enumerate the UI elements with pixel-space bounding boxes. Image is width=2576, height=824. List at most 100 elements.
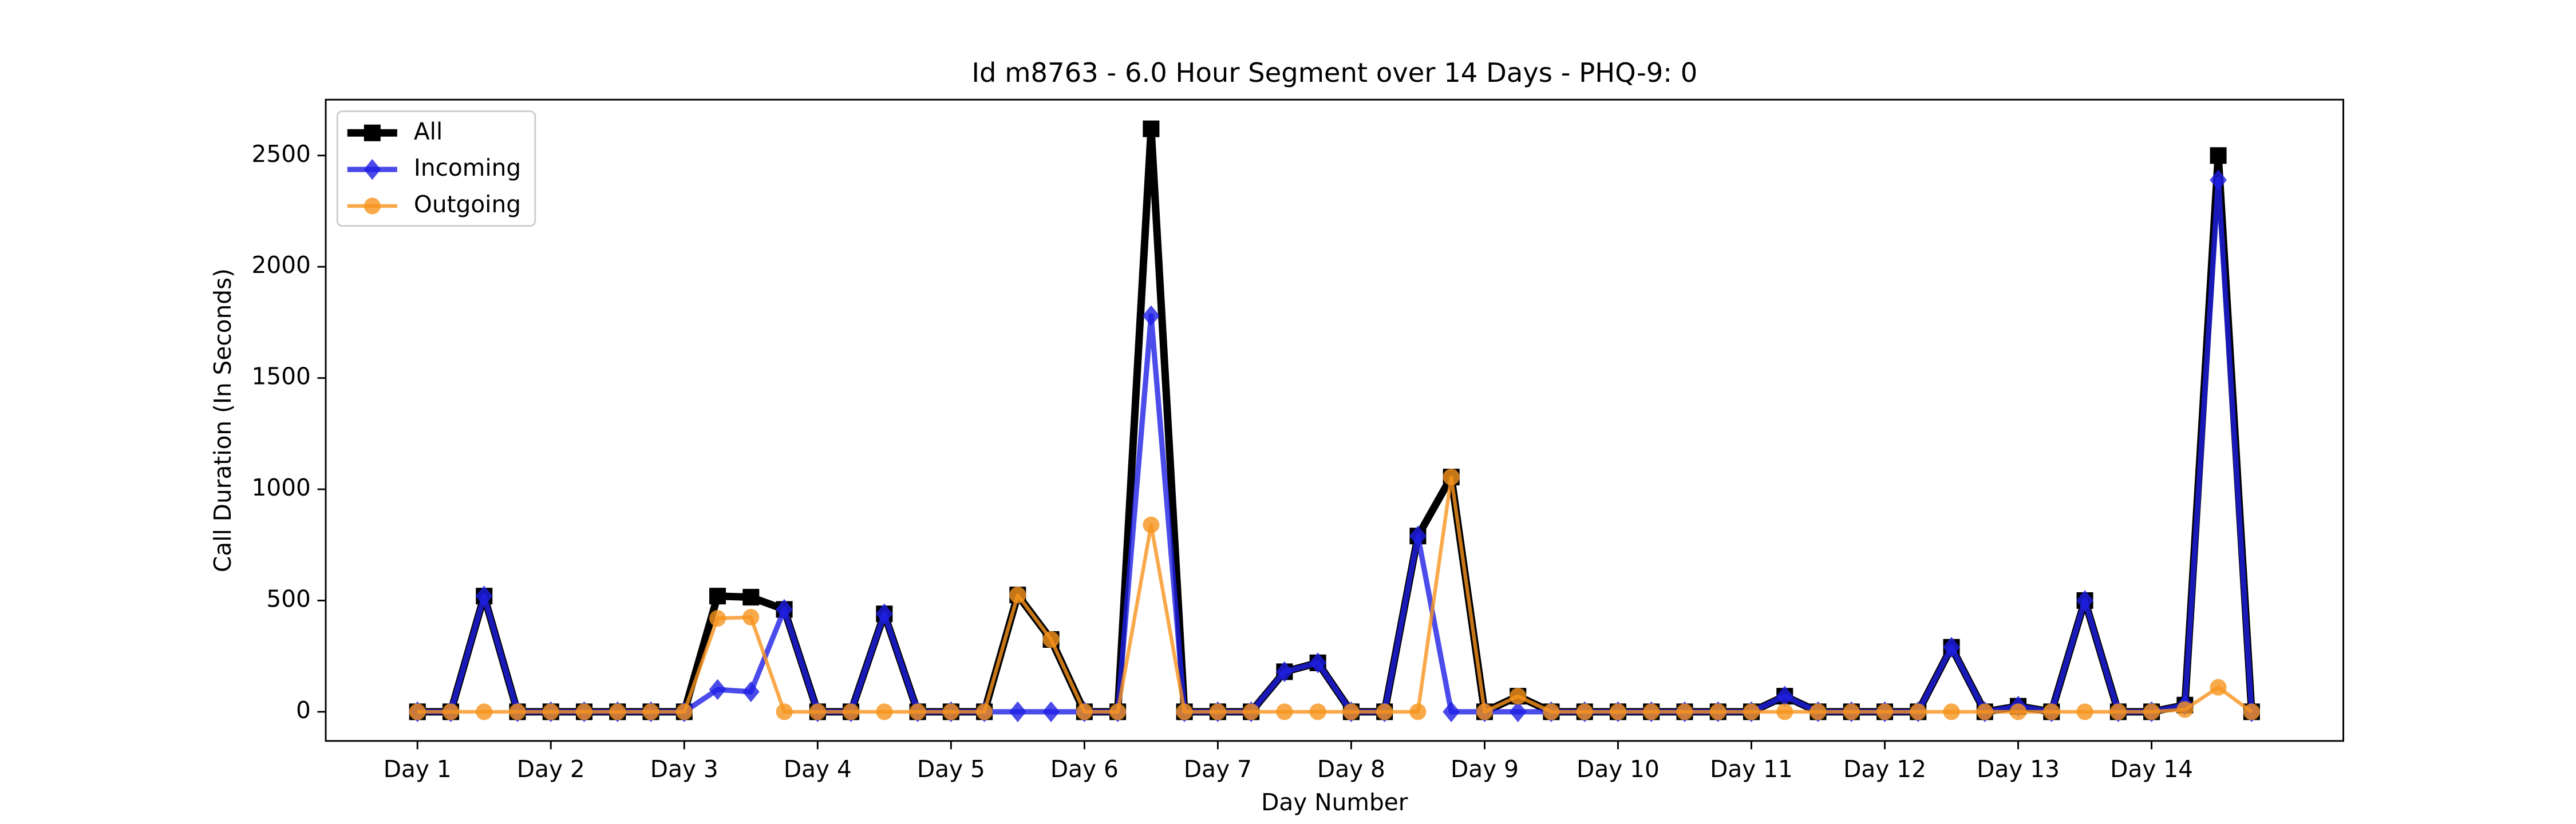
marker: [2210, 147, 2227, 164]
marker: [2109, 703, 2127, 720]
marker: [1176, 703, 1193, 720]
marker: [1309, 703, 1326, 720]
legend-label: Outgoing: [414, 191, 521, 218]
marker: [876, 703, 893, 720]
marker: [809, 703, 826, 720]
marker: [442, 703, 460, 720]
marker: [742, 589, 760, 606]
marker: [1443, 701, 1460, 723]
marker: [1009, 701, 1026, 723]
marker: [1275, 661, 1293, 683]
x-tick-label: Day 4: [784, 755, 852, 783]
marker: [576, 703, 593, 720]
marker: [709, 610, 726, 627]
marker: [1276, 703, 1293, 720]
legend-label: All: [414, 117, 442, 145]
y-axis-label: Call Duration (In Seconds): [209, 268, 236, 572]
x-tick-label: Day 6: [1050, 755, 1119, 783]
legend-label: Incoming: [414, 154, 521, 181]
marker: [1076, 703, 1093, 720]
marker: [1409, 703, 1427, 720]
y-tick-label: 2000: [252, 251, 311, 279]
marker: [976, 703, 993, 720]
marker: [2176, 701, 2194, 718]
marker: [843, 703, 860, 720]
x-tick-label: Day 5: [917, 755, 985, 783]
marker: [1609, 703, 1626, 720]
x-tick-label: Day 8: [1317, 755, 1385, 783]
marker: [1876, 703, 1894, 720]
marker: [942, 703, 959, 720]
marker: [2010, 703, 2027, 720]
marker: [875, 603, 893, 625]
marker: [364, 159, 381, 180]
marker: [2143, 703, 2160, 720]
x-tick-label: Day 7: [1184, 755, 1252, 783]
marker: [364, 197, 381, 215]
chart-title: Id m8763 - 6.0 Hour Segment over 14 Days…: [971, 57, 1697, 88]
marker: [1476, 703, 1493, 720]
marker: [409, 703, 426, 720]
x-tick-label: Day 14: [2110, 755, 2193, 783]
legend-box: [336, 110, 536, 227]
marker: [2243, 703, 2260, 720]
marker: [709, 679, 726, 700]
marker: [1743, 703, 1760, 720]
marker: [1042, 631, 1060, 648]
marker: [1143, 516, 1160, 533]
marker: [1809, 703, 1827, 720]
marker: [1576, 703, 1593, 720]
marker: [776, 703, 793, 720]
marker: [776, 599, 793, 620]
y-tick-label: 0: [296, 696, 311, 724]
marker: [1376, 703, 1393, 720]
marker: [1943, 636, 1960, 658]
marker: [1543, 703, 1560, 720]
y-tick-label: 1500: [252, 363, 311, 390]
marker: [709, 588, 726, 605]
marker: [476, 703, 493, 720]
marker: [1776, 703, 1793, 720]
marker: [2210, 169, 2227, 191]
y-tick-label: 500: [266, 585, 311, 612]
x-tick-label: Day 1: [384, 755, 452, 783]
marker: [2076, 590, 2094, 611]
x-tick-label: Day 10: [1577, 755, 1660, 783]
x-tick-label: Day 2: [517, 755, 585, 783]
marker: [475, 585, 493, 607]
marker: [1910, 703, 1927, 720]
marker: [2076, 703, 2093, 720]
marker: [2210, 679, 2227, 696]
y-tick-label: 1000: [252, 474, 311, 501]
marker: [1643, 703, 1660, 720]
marker: [1709, 703, 1726, 720]
marker: [642, 703, 659, 720]
x-tick-label: Day 11: [1710, 755, 1793, 783]
y-tick-label: 2500: [252, 140, 311, 168]
marker: [364, 124, 381, 141]
x-tick-label: Day 9: [1451, 755, 1519, 783]
marker: [1976, 703, 1993, 720]
marker: [1109, 703, 1127, 720]
marker: [1243, 703, 1260, 720]
x-tick-label: Day 12: [1843, 755, 1926, 783]
marker: [742, 609, 760, 626]
x-axis-label: Day Number: [1261, 789, 1408, 816]
marker: [542, 703, 559, 720]
marker: [1143, 120, 1160, 137]
plot-frame: [325, 98, 2344, 742]
marker: [1510, 688, 1527, 705]
marker: [1943, 703, 1960, 720]
marker: [1042, 701, 1060, 723]
marker: [742, 681, 760, 703]
marker: [509, 703, 526, 720]
x-tick-label: Day 3: [650, 755, 718, 783]
marker: [2043, 703, 2060, 720]
marker: [1843, 703, 1860, 720]
marker: [1342, 703, 1360, 720]
marker: [1509, 701, 1527, 723]
marker: [675, 703, 693, 720]
marker: [1009, 587, 1026, 604]
